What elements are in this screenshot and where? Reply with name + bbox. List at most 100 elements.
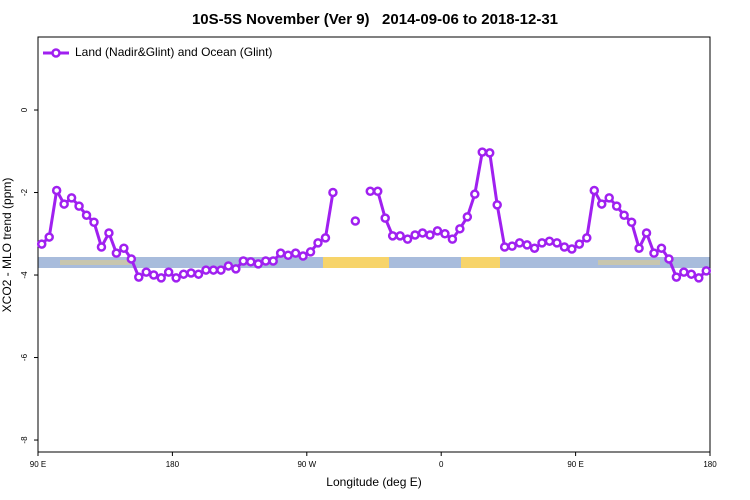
data-point [186,268,196,278]
data-point [253,259,264,269]
data-point [260,256,271,266]
data-point [559,242,570,252]
data-point [656,243,667,253]
data-point [290,248,301,258]
data-point [694,273,704,283]
data-point [447,234,458,244]
data-point [664,254,674,264]
y-axis-label: XCO2 - MLO trend (ppm) [0,178,14,313]
data-point [544,236,555,246]
data-point [537,238,547,248]
data-point [529,243,540,253]
data-point [499,242,510,252]
data-point [641,228,652,238]
data-point [111,248,122,258]
x-axis-label: Longitude (deg E) [326,475,421,489]
data-point [126,254,137,264]
data-point [671,272,682,282]
data-point [171,273,181,283]
data-point [320,233,331,243]
y-tick-label: -8 [20,436,29,444]
data-point [634,243,644,253]
data-point [141,267,152,277]
data-point [238,256,249,266]
data-point [432,226,443,236]
data-point [626,217,637,227]
data-point [283,250,293,260]
data-point [305,247,316,257]
data-point [470,189,480,199]
data-point [365,186,376,197]
data-point [268,256,278,266]
data-point [455,224,465,234]
data-point [178,269,189,279]
legend-label: Land (Nadir&Glint) and Ocean (Glint) [75,45,272,59]
y-tick-label: -6 [20,353,29,361]
x-tick-label: 90 E [30,460,46,469]
data-point [104,228,114,238]
data-point [81,210,92,220]
data-point [134,272,144,282]
data-point [89,217,99,227]
data-point [328,187,338,198]
y-tick-label: 0 [20,107,29,112]
data-point [492,200,502,210]
data-point [410,230,420,240]
data-point [596,199,607,209]
data-point [567,244,577,254]
map-strip [38,257,710,268]
data-point [574,239,585,249]
data-point [163,267,174,277]
data-point [51,185,62,196]
data-point [148,270,159,280]
data-point [156,273,166,283]
data-point [231,264,241,274]
data-point [589,185,600,196]
data-point [216,265,226,275]
data-point [514,238,525,248]
data-point [477,147,488,157]
plot-frame [37,36,711,453]
x-tick-label: 180 [166,460,180,469]
data-point [246,257,256,267]
data-point [402,234,413,244]
data-point [59,199,69,209]
data-point [96,242,107,252]
data-point [223,261,234,271]
legend-marker [51,48,61,58]
data-point [417,228,428,238]
x-tick-label: 0 [439,460,444,469]
data-point [425,230,435,240]
data-point [701,266,712,276]
data-point [582,233,592,243]
data-point [604,193,614,203]
data-point [208,265,219,275]
chart-title: 10S-5S November (Ver 9) 2014-09-06 to 20… [192,11,558,28]
x-tick-label: 90 W [297,460,316,469]
data-point [619,210,629,220]
data-point [66,193,77,203]
data-point [372,186,383,197]
data-point [686,269,697,279]
data-point [395,231,405,241]
data-point [552,238,562,248]
y-tick-label: -2 [20,188,29,196]
data-point [387,231,398,241]
y-tick-label: -4 [20,271,29,279]
data-point [522,240,532,250]
data-point [313,238,323,248]
data-point [649,248,659,258]
data-point [350,216,361,226]
data-point [119,243,129,253]
data-point [298,251,308,261]
x-tick-label: 180 [703,460,717,469]
data-point [193,269,204,279]
data-point [275,248,286,258]
data-point [380,213,390,223]
data-point [440,229,450,239]
data-point [201,265,211,275]
data-point [462,212,473,222]
data-point [484,148,495,158]
data-point [611,201,622,211]
